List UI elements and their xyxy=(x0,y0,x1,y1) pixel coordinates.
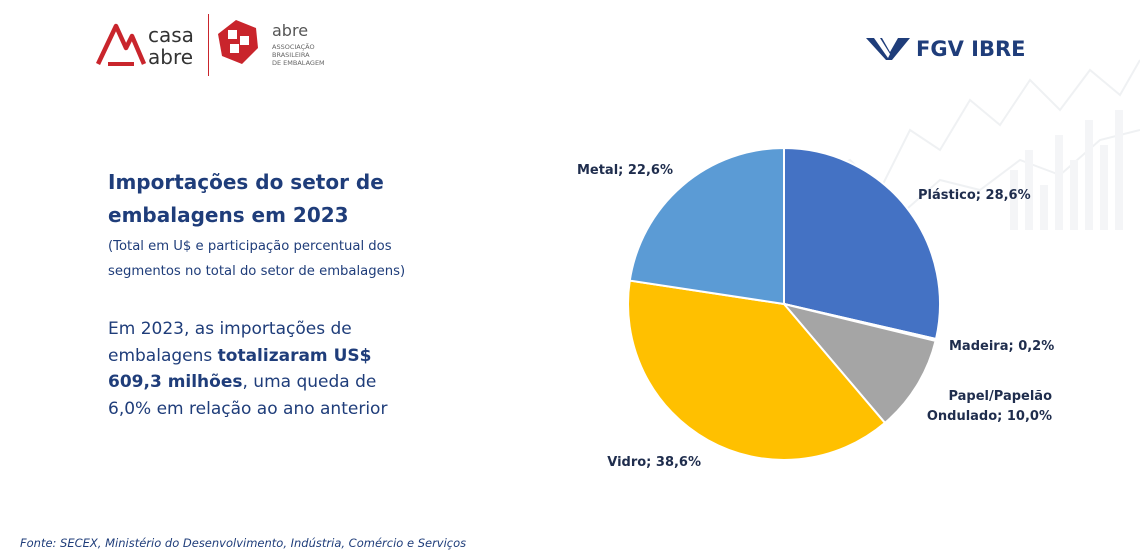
pie-slice-papel-papel-o-ondulado xyxy=(781,302,937,425)
pie-slice-metal xyxy=(628,146,785,306)
logo-divider xyxy=(208,14,209,76)
abre-name: abre xyxy=(272,21,308,40)
subtitle-line-1: (Total em U$ e participação percentual d… xyxy=(108,239,392,254)
pie-label-vidro: Vidro; 38,6% xyxy=(607,455,701,470)
summary-highlight: totalizaram US$ 609,3 milhões xyxy=(108,345,372,393)
pie-slice-pl-stico xyxy=(783,146,941,341)
casa-abre-logo: casa abre xyxy=(96,23,194,69)
abre-line1: ASSOCIAÇÃO xyxy=(272,42,315,51)
abre-line2: BRASILEIRA xyxy=(272,51,310,59)
title-line-2: embalagens em 2023 xyxy=(108,203,349,227)
summary-part-1: Em 2023, as importações de embalagens xyxy=(108,319,352,366)
logo-casa-text: casa xyxy=(148,23,194,47)
summary-text: Em 2023, as importações de embalagens to… xyxy=(108,316,408,422)
summary-part-2: , uma queda de 6,0% em relação ao ano an… xyxy=(108,372,388,419)
logo-abre-text: abre xyxy=(148,45,193,69)
imports-pie-chart: Plástico; 28,6% Madeira; 0,2% Papel/Papelã… xyxy=(577,146,1054,470)
source-note: Fonte: SECEX, Ministério do Desenvolvime… xyxy=(20,536,467,550)
pie-label-papel-papel-o-ondulado: Papel/Papelão Ondulado; 10,0% xyxy=(927,389,1052,424)
pie-label-madeira: Madeira; 0,2% xyxy=(949,339,1054,354)
pie-label-pl-stico: Plástico; 28,6% xyxy=(918,188,1031,203)
page-subtitle: (Total em U$ e participação percentual d… xyxy=(108,234,438,284)
abre-logo: abre ASSOCIAÇÃO BRASILEIRA DE EMBALAGEM xyxy=(218,20,325,67)
fgv-ibre-text: FGV IBRE xyxy=(916,37,1025,61)
title-line-1: Importações do setor de xyxy=(108,170,384,194)
fgv-ibre-logo: FGV IBRE xyxy=(866,37,1025,61)
pie-slice-vidro xyxy=(627,279,887,461)
pie-label-metal: Metal; 22,6% xyxy=(577,163,673,178)
abre-line3: DE EMBALAGEM xyxy=(272,59,325,67)
subtitle-line-2: segmentos no total do setor de embalagen… xyxy=(108,264,406,279)
page-title: Importações do setor de embalagens em 20… xyxy=(108,166,468,232)
